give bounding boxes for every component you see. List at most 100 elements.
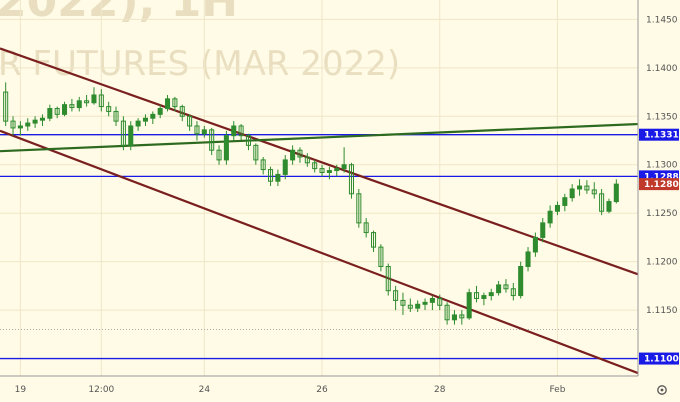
candle-body — [128, 125, 134, 146]
candle — [98, 89, 104, 112]
candle — [157, 104, 163, 119]
candle — [356, 188, 362, 228]
candle — [363, 218, 369, 238]
candle-body — [231, 125, 237, 137]
candle — [606, 198, 612, 214]
candle — [407, 298, 413, 313]
candle-body — [444, 304, 450, 321]
level-tag-label: 1.1331 — [644, 131, 679, 141]
candle — [577, 179, 583, 196]
candle-body — [62, 104, 68, 115]
candle-body — [297, 149, 303, 158]
candle — [326, 166, 332, 180]
candle — [591, 182, 597, 199]
candle — [69, 98, 75, 112]
y-tick-label: 1.1200 — [646, 258, 678, 268]
x-tick-label: 28 — [434, 385, 446, 395]
candle-body — [304, 156, 310, 164]
candle-body — [518, 265, 524, 297]
candle — [231, 121, 237, 141]
candle-body — [245, 135, 251, 146]
candle — [569, 184, 575, 202]
level-tag-bg — [639, 128, 679, 141]
candle-body — [400, 299, 406, 306]
candle-body — [268, 169, 274, 182]
candle — [459, 310, 465, 325]
candle-body — [282, 159, 288, 175]
candles — [3, 82, 619, 325]
candle-body — [525, 251, 531, 267]
candle — [341, 147, 347, 173]
candle — [429, 295, 435, 311]
candle-body — [459, 314, 465, 319]
candle — [172, 96, 178, 112]
candle-body — [32, 119, 38, 124]
candle-body — [532, 236, 538, 253]
candle — [194, 121, 200, 141]
y-tick-label: 1.1350 — [646, 112, 678, 122]
candle — [32, 116, 38, 128]
grid — [0, 0, 638, 376]
candle — [554, 201, 560, 216]
candle-body — [312, 162, 318, 170]
candle — [488, 288, 494, 301]
y-tick-label: 1.1250 — [646, 209, 678, 219]
candle — [613, 179, 619, 204]
candle — [444, 302, 450, 325]
candle — [518, 261, 524, 299]
candle — [510, 282, 516, 301]
channel-upper — [0, 47, 639, 276]
candle — [47, 104, 53, 122]
candle — [451, 310, 457, 325]
candle-body — [422, 301, 428, 305]
candle-body — [157, 108, 163, 115]
watermark-line2: R FUTURES (MAR 2022) — [0, 44, 400, 84]
candle-body — [142, 117, 148, 122]
candle — [525, 247, 531, 272]
x-tick-label: 24 — [199, 385, 211, 395]
candle-body — [326, 170, 332, 173]
candle — [113, 106, 119, 126]
candle-body — [547, 210, 553, 224]
time-axis[interactable]: 19 12:00 24 26 28 Feb — [0, 375, 638, 395]
gear-icon-ring — [657, 385, 667, 395]
rising-line — [0, 122, 639, 153]
candle — [334, 164, 340, 177]
candle — [165, 94, 171, 112]
candle — [282, 155, 288, 180]
candle-body — [606, 201, 612, 212]
candle — [201, 125, 207, 138]
candle — [54, 106, 60, 119]
candle — [275, 169, 281, 187]
candle-body — [39, 117, 45, 121]
candle — [466, 288, 472, 320]
level-tag-bg — [639, 352, 679, 365]
candle-body — [503, 284, 509, 290]
candle-body — [201, 129, 207, 135]
candle-body — [275, 173, 281, 182]
candle-body — [187, 115, 193, 127]
candle-body — [613, 183, 619, 203]
trendlines[interactable] — [0, 47, 639, 375]
candle-body — [194, 125, 200, 135]
candle-body — [179, 106, 185, 117]
candle — [187, 114, 193, 131]
candle — [297, 147, 303, 163]
y-tick-label: 1.1150 — [646, 306, 678, 316]
candle-body — [135, 120, 141, 127]
y-tick-label: 1.1400 — [646, 64, 678, 74]
candle-body — [577, 185, 583, 190]
price-axis[interactable]: 1.1450 1.1400 1.1350 1.1300 1.1250 1.1200 1.11… — [637, 0, 680, 402]
candle — [385, 263, 391, 296]
candle — [179, 104, 185, 122]
horizontal-levels[interactable] — [0, 134, 638, 360]
candle-body — [165, 98, 171, 110]
candle — [393, 285, 399, 311]
candle — [532, 232, 538, 257]
candle-body — [209, 129, 215, 151]
candle — [290, 145, 296, 165]
gear-icon[interactable] — [657, 385, 667, 395]
candle — [128, 121, 134, 151]
